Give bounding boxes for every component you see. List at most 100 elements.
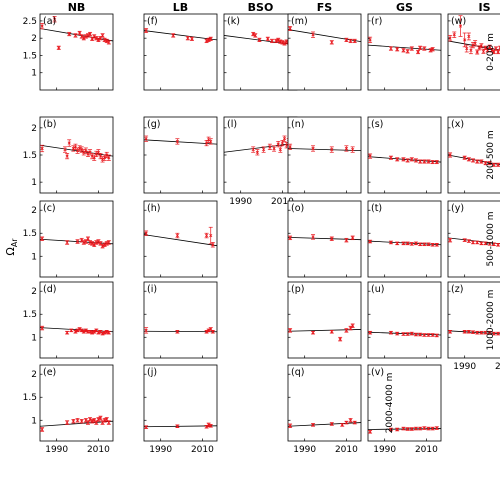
point-marker: [209, 139, 213, 144]
point-marker: [496, 243, 500, 247]
point-marker: [348, 326, 353, 330]
data-point: [350, 146, 355, 153]
point-marker: [353, 39, 357, 43]
data-point: [401, 241, 406, 246]
panel-frame: [223, 13, 298, 91]
point-marker: [92, 34, 96, 39]
data-point: [430, 426, 435, 431]
data-point: [344, 145, 349, 152]
data-point: [40, 325, 45, 331]
point-marker: [75, 328, 80, 332]
data-point: [466, 239, 471, 243]
point-marker: [94, 36, 98, 40]
point-marker: [389, 240, 393, 245]
data-point: [102, 154, 107, 161]
data-point: [90, 330, 95, 335]
data-point: [67, 139, 72, 147]
data-point: [422, 46, 427, 51]
panel-bso1: 1990 2010 (l): [223, 116, 298, 207]
point-marker: [448, 153, 452, 157]
point-marker: [86, 420, 90, 425]
point-marker: [84, 34, 88, 39]
point-marker: [395, 332, 399, 336]
data-point: [491, 242, 496, 247]
point-marker: [67, 32, 71, 36]
data-point: [83, 328, 88, 333]
point-marker: [311, 146, 315, 151]
point-marker: [488, 161, 492, 165]
point-marker: [144, 425, 148, 429]
point-marker: [75, 239, 80, 244]
trend-line: [223, 142, 298, 153]
data-point: [418, 332, 423, 337]
point-marker: [92, 330, 96, 334]
data-point: [144, 327, 149, 334]
point-marker: [204, 330, 209, 334]
data-point: [329, 236, 334, 241]
point-marker: [330, 330, 334, 334]
data-point: [79, 328, 84, 333]
data-point: [466, 157, 471, 162]
data-point: [79, 419, 84, 424]
data-point: [422, 242, 427, 247]
data-point: [171, 33, 176, 38]
point-marker: [422, 426, 426, 430]
point-marker: [311, 33, 315, 37]
data-point: [144, 230, 149, 236]
data-point: [491, 331, 496, 336]
point-marker: [422, 242, 426, 246]
point-marker: [395, 47, 399, 51]
point-marker: [67, 141, 71, 145]
data-point: [79, 146, 84, 153]
data-point: [106, 154, 111, 161]
data-point: [498, 45, 500, 50]
data-point: [288, 143, 293, 150]
point-marker: [186, 36, 190, 40]
data-point: [104, 417, 109, 422]
point-marker: [414, 158, 418, 163]
data-point: [401, 426, 406, 431]
point-marker: [92, 418, 96, 422]
point-marker: [483, 241, 488, 245]
point-marker: [40, 326, 44, 330]
row-label-3: 1000-2000 m: [486, 290, 496, 351]
point-marker: [100, 33, 105, 38]
data-point: [430, 243, 435, 247]
point-marker: [288, 26, 292, 31]
point-marker: [78, 146, 82, 151]
data-point: [434, 333, 439, 338]
point-marker: [492, 50, 496, 54]
data-point: [479, 330, 484, 335]
point-marker: [338, 337, 342, 341]
point-marker: [207, 328, 211, 332]
point-marker: [401, 332, 406, 336]
point-marker: [475, 50, 479, 54]
point-marker: [82, 240, 86, 245]
data-point: [491, 162, 496, 167]
data-point: [288, 235, 293, 241]
y-tick-label: 2: [31, 124, 37, 134]
data-point: [471, 330, 476, 334]
data-point: [56, 45, 61, 50]
point-marker: [410, 242, 414, 246]
data-point: [85, 420, 90, 425]
point-marker: [98, 330, 103, 334]
data-point: [282, 41, 287, 46]
point-marker: [105, 153, 109, 157]
panel-gs3: (u): [367, 281, 442, 359]
point-marker: [492, 242, 496, 246]
point-marker: [395, 241, 399, 245]
data-point: [388, 240, 393, 245]
point-marker: [344, 420, 348, 425]
data-point: [422, 159, 427, 164]
y-axis-label-main: Ω: [4, 247, 17, 255]
point-marker: [105, 330, 109, 334]
point-marker: [90, 241, 94, 245]
panel-label: (x): [451, 119, 464, 130]
panel-is1: (x): [447, 116, 500, 194]
point-marker: [211, 330, 215, 334]
point-marker: [107, 420, 111, 425]
data-point: [338, 336, 343, 342]
point-marker: [488, 331, 492, 335]
point-marker: [204, 233, 209, 238]
